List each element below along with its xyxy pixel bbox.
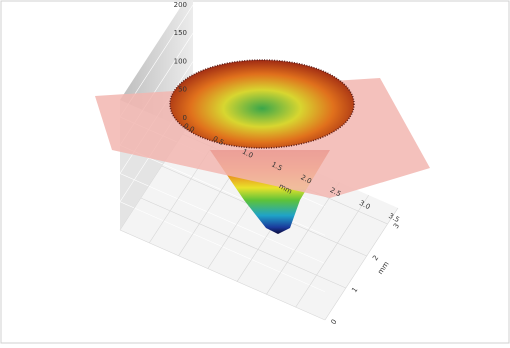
y-tick-label: 0: [329, 318, 338, 326]
y-tick-label: 3: [392, 222, 401, 230]
grid-line: [119, 201, 326, 293]
grid-line: [119, 173, 326, 264]
z-tick-label: 100: [174, 57, 187, 65]
y-tick-label: 1: [350, 286, 359, 294]
y-axis-label: mm: [376, 260, 390, 276]
y-tick-label: 2: [371, 254, 380, 262]
grid-line: [266, 182, 340, 295]
z-tick-label: 0: [183, 114, 187, 122]
grid-line: [295, 194, 369, 308]
surface-bowl: [169, 59, 355, 149]
grid-line: [324, 207, 399, 321]
z-tick-label: 150: [174, 29, 187, 37]
grid-line: [119, 229, 326, 321]
z-tick-label: 200: [174, 1, 187, 9]
surface: [95, 59, 430, 234]
grid-line: [140, 197, 346, 289]
z-tick-label: 50: [178, 86, 187, 94]
